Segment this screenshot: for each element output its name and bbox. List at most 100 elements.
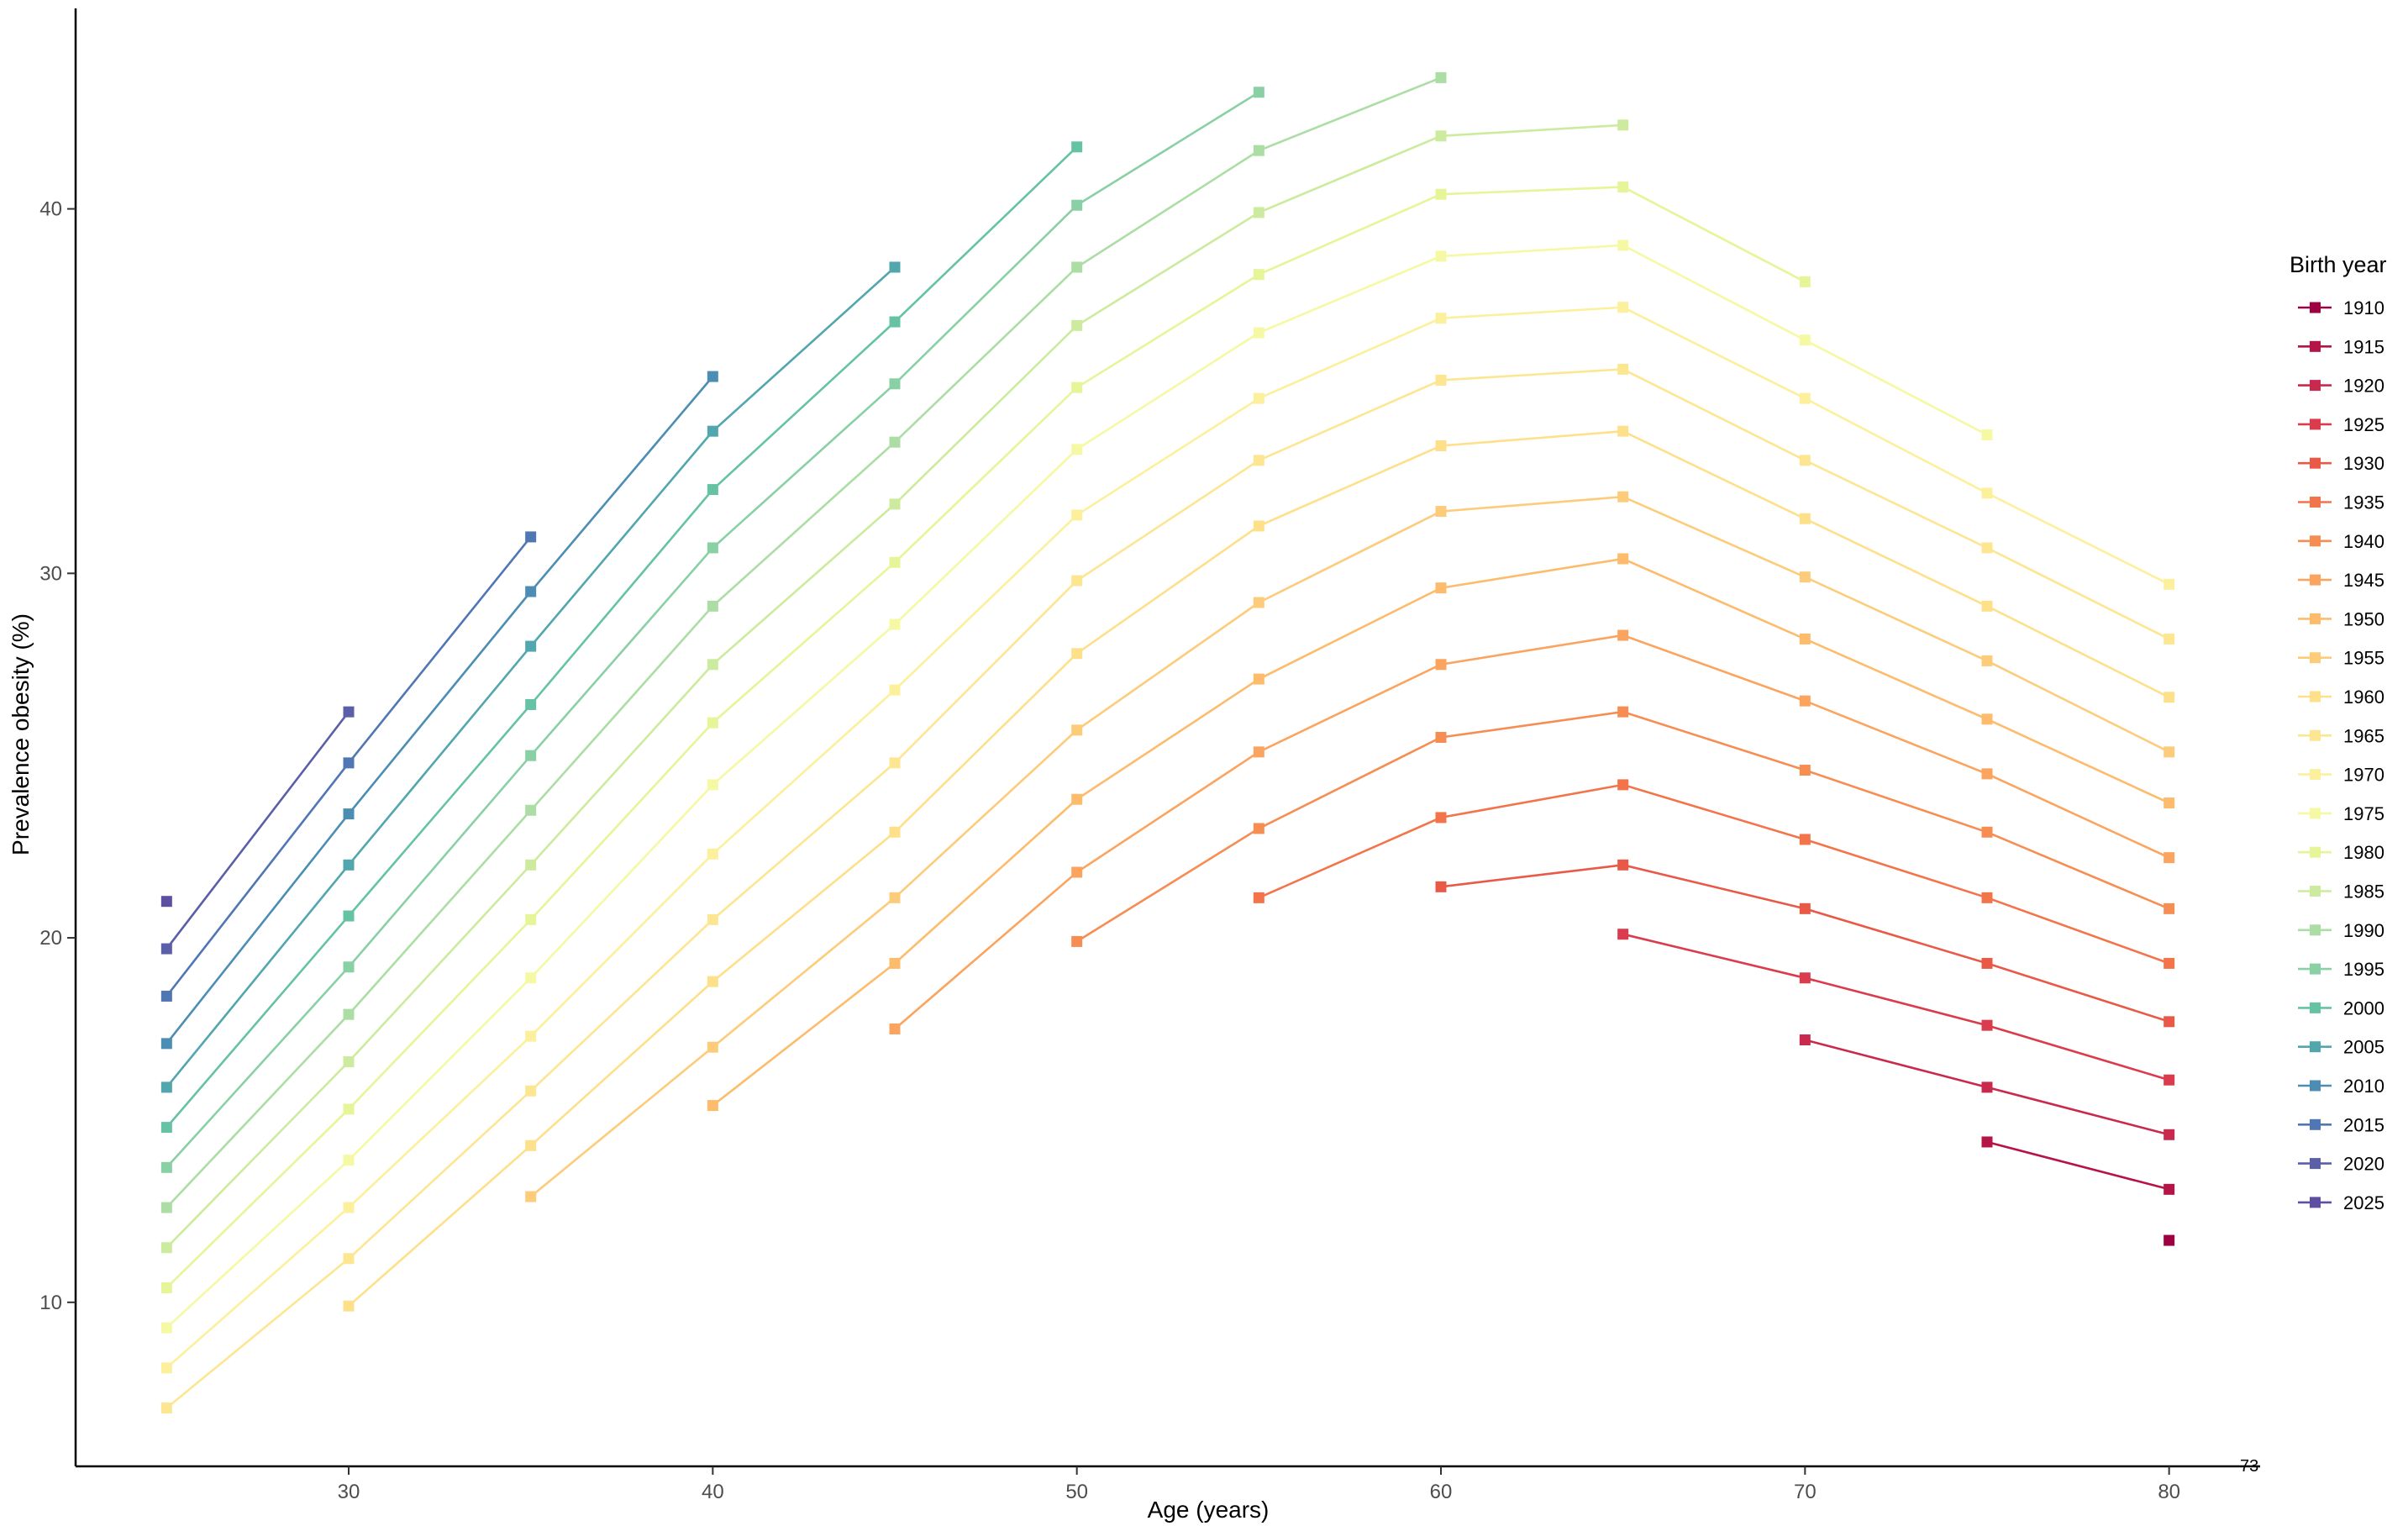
- data-point: [2164, 1016, 2175, 1028]
- data-point: [1253, 746, 1264, 758]
- data-point: [1799, 334, 1811, 346]
- series-1975: [160, 239, 1993, 1334]
- legend-item: 1945: [2298, 570, 2384, 591]
- data-point: [1071, 935, 1083, 947]
- legend-item: 1960: [2298, 687, 2384, 708]
- y-ticks: 10 20 30 40: [39, 198, 76, 1314]
- data-point: [160, 1038, 172, 1050]
- legend-label: 1930: [2343, 453, 2384, 474]
- data-point: [707, 542, 718, 554]
- legend-label: 1915: [2343, 336, 2384, 357]
- data-point: [160, 1402, 172, 1414]
- legend-item: 1965: [2298, 725, 2384, 746]
- legend-item: 2000: [2298, 997, 2384, 1018]
- data-point: [160, 1161, 172, 1173]
- data-point: [525, 972, 537, 984]
- series-2005: [160, 261, 901, 1093]
- data-point: [1071, 509, 1083, 521]
- series-1910: [2164, 1234, 2175, 1246]
- legend-key-marker: [2310, 1041, 2321, 1053]
- legend-items: 1910 1915 1920 1925 1930 1935 1940 1945 1950 1955…: [2298, 297, 2384, 1213]
- data-point: [343, 1253, 355, 1265]
- data-point: [889, 1023, 901, 1034]
- data-point: [1981, 487, 1993, 499]
- data-point: [160, 1281, 172, 1293]
- data-point: [525, 1030, 537, 1042]
- data-point: [1799, 513, 1811, 524]
- data-point: [1071, 319, 1083, 331]
- series-line: [712, 557, 2170, 1107]
- data-point: [343, 1103, 355, 1115]
- legend-label: 1945: [2343, 570, 2384, 591]
- data-point: [1071, 141, 1083, 153]
- x-tick-label: 70: [1794, 1481, 1817, 1503]
- series-1980: [160, 182, 1811, 1293]
- legend-key-marker: [2310, 1197, 2321, 1208]
- data-point: [1253, 892, 1264, 903]
- data-point: [1799, 972, 1811, 984]
- legend-label: 1935: [2343, 492, 2384, 513]
- data-point: [1617, 929, 1629, 940]
- legend-label: 2015: [2343, 1114, 2384, 1135]
- legend-item: 1950: [2298, 608, 2384, 629]
- data-point: [1981, 1019, 1993, 1031]
- data-point: [889, 498, 901, 510]
- legend: Birth year 19101915192019251930193519401…: [2290, 252, 2387, 1213]
- legend-item: 2015: [2298, 1114, 2384, 1135]
- legend-item: 2005: [2298, 1037, 2384, 1058]
- data-point: [525, 1085, 537, 1097]
- data-point: [525, 913, 537, 925]
- data-point: [707, 913, 718, 925]
- data-point: [1071, 724, 1083, 736]
- legend-item: 1970: [2298, 765, 2384, 786]
- series-2000: [160, 141, 1083, 1134]
- series-line: [1986, 1140, 2170, 1191]
- series-layer: [160, 71, 2175, 1414]
- series-line: [529, 495, 2170, 1198]
- data-point: [343, 808, 355, 820]
- legend-title: Birth year: [2290, 252, 2387, 277]
- data-point: [1799, 633, 1811, 645]
- data-point: [889, 316, 901, 328]
- legend-item: 1920: [2298, 376, 2384, 397]
- legend-label: 2000: [2343, 997, 2384, 1018]
- legend-item: 1995: [2298, 959, 2384, 980]
- data-point: [1617, 182, 1629, 193]
- data-point: [889, 757, 901, 769]
- data-point: [889, 892, 901, 903]
- data-point: [343, 910, 355, 922]
- data-point: [1071, 793, 1083, 805]
- data-point: [1799, 571, 1811, 583]
- data-point: [1981, 600, 1993, 612]
- legend-item: 1915: [2298, 336, 2384, 357]
- data-point: [160, 943, 172, 955]
- data-point: [1253, 145, 1264, 156]
- data-point: [525, 750, 537, 761]
- data-point: [1435, 812, 1447, 824]
- data-point: [707, 1041, 718, 1053]
- series-line: [166, 186, 1806, 1289]
- data-point: [889, 618, 901, 630]
- data-point: [1435, 374, 1447, 386]
- x-tick-label: 40: [702, 1481, 724, 1503]
- data-point: [889, 957, 901, 969]
- data-point: [1981, 1081, 1993, 1093]
- data-point: [707, 425, 718, 437]
- data-point: [1071, 199, 1083, 211]
- legend-item: 2020: [2298, 1154, 2384, 1175]
- data-point: [343, 1202, 355, 1213]
- series-2020: [160, 706, 355, 955]
- series-1985: [160, 119, 1629, 1254]
- series-1925: [1617, 929, 2175, 1086]
- data-point: [707, 1100, 718, 1112]
- data-point: [1981, 957, 1993, 969]
- legend-label: 1955: [2343, 648, 2384, 669]
- legend-key-marker: [2310, 1080, 2321, 1092]
- series-line: [166, 76, 1442, 1208]
- data-point: [707, 976, 718, 987]
- data-point: [1071, 261, 1083, 273]
- data-point: [1617, 302, 1629, 313]
- legend-key-marker: [2310, 729, 2321, 741]
- data-point: [889, 826, 901, 838]
